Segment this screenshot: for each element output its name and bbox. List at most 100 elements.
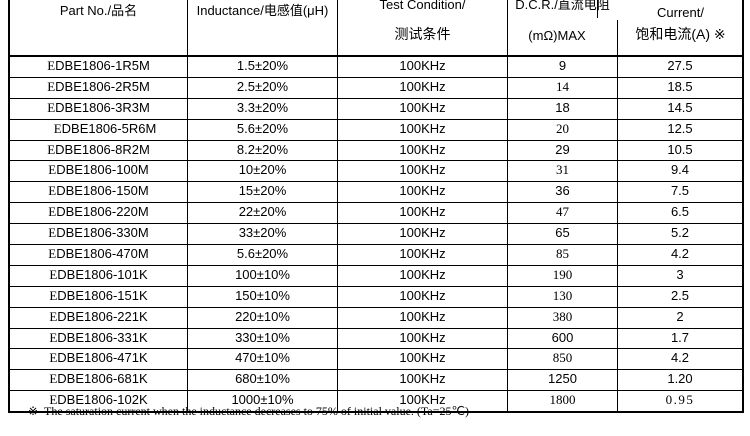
header-divider-4-top xyxy=(597,0,598,18)
cell-part-no: EDBE1806-102K xyxy=(10,391,188,412)
cell-current: 7.5 xyxy=(670,183,690,199)
table-row: EDBE1806-330M 33±20% 100KHz 65 5.2 xyxy=(10,224,742,246)
cell-dcr: 85 xyxy=(508,245,618,265)
cell-dcr: 1250 xyxy=(508,370,618,391)
cell-current: 0.95 xyxy=(665,392,695,408)
cell-dcr: 1800 xyxy=(508,391,618,412)
table-row: EDBE1806-100M 10±20% 100KHz 31 9.4 xyxy=(10,161,742,183)
table-body: EDBE1806-1R5M 1.5±20% 100KHz 9 27.5 EDBE… xyxy=(10,57,742,412)
cell-inductance: 15±20% xyxy=(188,182,338,203)
table-row: EDBE1806-220M 22±20% 100KHz 47 6.5 xyxy=(10,203,742,225)
cell-dcr: 600 xyxy=(508,328,618,349)
header-dcr-en: D.C.R./直流电阻 xyxy=(515,0,610,12)
table-row: EDBE1806-101K 100±10% 100KHz 190 3 xyxy=(10,265,742,287)
cell-part-no: EDBE1806-220M xyxy=(10,203,188,224)
cell-test-condition: 100KHz xyxy=(338,161,508,182)
cell-test-condition: 100KHz xyxy=(338,224,508,245)
cell-current: 10.5 xyxy=(667,141,693,157)
table-row: EDBE1806-102K 1000±10% 100KHz 1800 0.95 xyxy=(10,391,742,412)
spec-table: Part No./品名 Inductance/电感值(μH) Test Cond… xyxy=(8,0,744,414)
header-divider-4-bottom xyxy=(617,20,618,55)
cell-current: 4.2 xyxy=(670,350,690,366)
cell-inductance: 22±20% xyxy=(188,203,338,224)
cell-inductance: 5.6±20% xyxy=(188,245,338,265)
cell-dcr: 20 xyxy=(508,119,618,140)
table-row: EDBE1806-681K 680±10% 100KHz 1250 1.20 xyxy=(10,370,742,392)
cell-inductance: 10±20% xyxy=(188,161,338,182)
cell-part-no: EDBE1806-471K xyxy=(10,349,188,370)
cell-inductance: 330±10% xyxy=(188,328,338,349)
cell-part-no: EDBE1806-221K xyxy=(10,307,188,328)
table-row: EDBE1806-470M 5.6±20% 100KHz 85 4.2 xyxy=(10,245,742,266)
cell-current: 5.2 xyxy=(670,225,690,241)
cell-current: 27.5 xyxy=(667,58,693,73)
cell-inductance: 470±10% xyxy=(188,349,338,370)
cell-inductance: 8.2±20% xyxy=(188,140,338,161)
cell-dcr: 9 xyxy=(508,57,618,77)
cell-test-condition: 100KHz xyxy=(338,328,508,349)
cell-current: 1.20 xyxy=(667,371,693,387)
header-dcr-unit: (mΩ)MAX xyxy=(528,28,586,43)
cell-test-condition: 100KHz xyxy=(338,203,508,224)
cell-dcr: 14 xyxy=(508,77,618,98)
header-inductance: Inductance/电感值(μH) xyxy=(196,3,329,18)
cell-test-condition: 100KHz xyxy=(338,182,508,203)
cell-dcr: 29 xyxy=(508,140,618,161)
cell-inductance: 3.3±20% xyxy=(188,98,338,119)
header-test-condition-cn: 测试条件 xyxy=(394,26,451,42)
cell-inductance: 150±10% xyxy=(188,286,338,307)
header-row: Part No./品名 Inductance/电感值(μH) Test Cond… xyxy=(10,0,742,57)
table-row: EDBE1806-3R3M 3.3±20% 100KHz 18 14.5 xyxy=(10,98,742,120)
cell-part-no: EDBE1806-2R5M xyxy=(10,77,188,98)
cell-inductance: 1.5±20% xyxy=(188,57,338,77)
cell-test-condition: 100KHz xyxy=(338,57,508,77)
table-row: EDBE1806-150M 15±20% 100KHz 36 7.5 xyxy=(10,182,742,204)
cell-current: 14.5 xyxy=(667,99,693,115)
cell-test-condition: 100KHz xyxy=(338,391,508,412)
cell-dcr: 31 xyxy=(508,161,618,182)
table-row: EDBE1806-471K 470±10% 100KHz 850 4.2 xyxy=(10,349,742,371)
cell-part-no: EDBE1806-101K xyxy=(10,265,188,286)
cell-part-no: EDBE1806-150M xyxy=(10,182,188,203)
cell-dcr: 65 xyxy=(508,224,618,245)
cell-inductance: 33±20% xyxy=(188,224,338,245)
cell-dcr: 850 xyxy=(508,349,618,370)
header-divider-3 xyxy=(507,0,508,55)
cell-test-condition: 100KHz xyxy=(338,77,508,98)
header-divider-1 xyxy=(187,0,188,55)
table-row: EDBE1806-331K 330±10% 100KHz 600 1.7 xyxy=(10,328,742,350)
header-part-no: Part No./品名 xyxy=(59,3,138,18)
cell-part-no: EDBE1806-1R5M xyxy=(10,57,188,77)
cell-test-condition: 100KHz xyxy=(338,140,508,161)
cell-dcr: 130 xyxy=(508,286,618,307)
cell-part-no: EDBE1806-3R3M xyxy=(10,98,188,119)
cell-part-no: EDBE1806-470M xyxy=(10,245,188,265)
cell-part-no: EDBE1806-330M xyxy=(10,224,188,245)
cell-inductance: 100±10% xyxy=(188,265,338,286)
cell-current: 3 xyxy=(676,266,684,282)
cell-inductance: 5.6±20% xyxy=(188,119,338,140)
cell-inductance: 680±10% xyxy=(188,370,338,391)
cell-part-no: EDBE1806-151K xyxy=(10,286,188,307)
cell-current: 4.2 xyxy=(670,246,690,262)
cell-dcr: 47 xyxy=(508,203,618,224)
table-row: EDBE1806-2R5M 2.5±20% 100KHz 14 18.5 xyxy=(10,77,742,99)
cell-dcr: 190 xyxy=(508,265,618,286)
cell-current: 2.5 xyxy=(670,287,690,303)
cell-inductance: 1000±10% xyxy=(188,391,338,412)
cell-test-condition: 100KHz xyxy=(338,349,508,370)
cell-inductance: 220±10% xyxy=(188,307,338,328)
cell-part-no: EDBE1806-681K xyxy=(10,370,188,391)
cell-current: 18.5 xyxy=(667,78,693,94)
cell-part-no: EDBE1806-8R2M xyxy=(10,140,188,161)
cell-dcr: 380 xyxy=(508,307,618,328)
footnote: ※ The saturation current when the induct… xyxy=(28,404,469,418)
cell-current: 2 xyxy=(676,308,684,324)
header-test-condition-en: Test Condition/ xyxy=(379,0,466,12)
cell-part-no: EDBE1806-100M xyxy=(10,161,188,182)
header-divider-2 xyxy=(337,0,338,55)
table-row: EDBE1806-5R6M 5.6±20% 100KHz 20 12.5 xyxy=(10,119,742,141)
header-current-cn: 饱和电流(A) ※ xyxy=(635,26,726,42)
header-current-en: Current/ xyxy=(657,5,704,20)
